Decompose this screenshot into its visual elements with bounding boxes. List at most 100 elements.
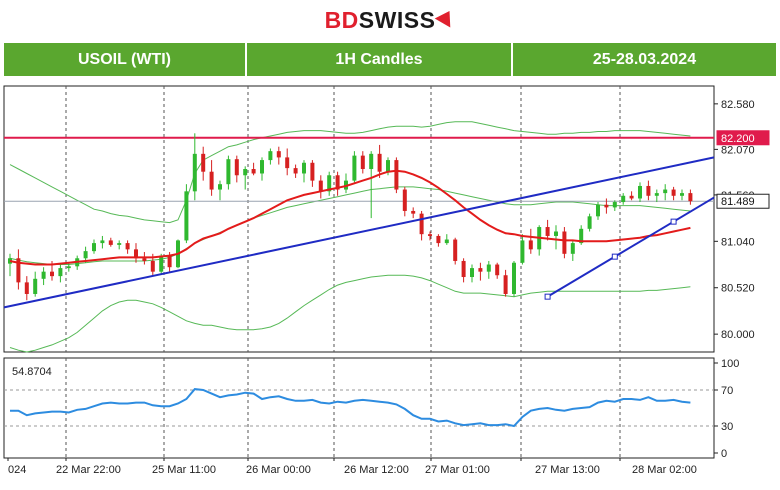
candle-bullish (596, 202, 600, 220)
candle-bearish (24, 276, 29, 301)
candle-bearish (234, 155, 239, 183)
candle-body (134, 249, 138, 259)
candle-bullish (587, 213, 592, 232)
candle-body (428, 234, 432, 236)
candle-body (503, 275, 508, 294)
candle-bullish (638, 182, 642, 203)
candle-bullish (92, 239, 96, 254)
candle-bearish (201, 146, 206, 181)
time-tick-label: 024 (8, 464, 26, 476)
candle-body (470, 268, 474, 278)
candle-bearish (503, 269, 508, 297)
candle-body (108, 240, 113, 245)
candle-body (360, 155, 365, 170)
candle-bearish (108, 237, 113, 247)
candle-body (218, 184, 222, 190)
candle-bullish (100, 235, 105, 249)
candle-bullish (352, 151, 357, 183)
timeframe-label: 1H Candles (247, 43, 511, 76)
candle-body (394, 160, 399, 190)
candle-body (184, 191, 189, 241)
candle-bearish (562, 227, 567, 259)
rsi-value-label: 54.8704 (12, 366, 52, 378)
candle-bearish (453, 237, 458, 265)
candle-body (268, 151, 273, 161)
candle-body (453, 239, 458, 261)
candle-body (117, 243, 122, 245)
candle-body (16, 258, 21, 283)
candle-bullish (184, 184, 189, 244)
candle-bullish (41, 267, 46, 286)
candle-bearish (293, 164, 298, 178)
candle-body (209, 171, 214, 190)
brand-mark-icon (435, 6, 458, 28)
candle-bearish (125, 240, 130, 254)
candle-bearish (646, 180, 651, 201)
candle-body (276, 151, 281, 158)
candle-bearish (318, 175, 323, 199)
candle-bearish (604, 198, 609, 214)
candle-body (671, 189, 676, 196)
candle-bullish (226, 155, 231, 190)
time-tick-label: 25 Mar 11:00 (152, 464, 216, 476)
candle-body (369, 153, 374, 170)
candle-body (50, 271, 54, 277)
candle-bullish (66, 262, 71, 272)
date-range-label: 25-28.03.2024 (513, 43, 776, 76)
candle-body (478, 268, 483, 272)
candle-body (159, 255, 164, 272)
candle-bearish (528, 228, 533, 254)
candle-body (621, 195, 626, 203)
candle-bullish (260, 157, 264, 181)
candle-body (495, 264, 500, 276)
candle-bearish (209, 160, 214, 196)
candle-bearish (251, 162, 256, 176)
resistance-price-label-box (716, 130, 770, 146)
rsi-tick-label: 100 (721, 358, 739, 370)
candle-bearish (16, 249, 21, 290)
brand-name-part2: SWISS (358, 6, 436, 33)
candle-body (142, 258, 147, 261)
upper-trendline (3, 156, 715, 309)
candle-body (41, 271, 46, 279)
candle-bullish (33, 271, 38, 297)
candle-bullish (302, 160, 306, 183)
candle-body (310, 162, 315, 181)
candle-body (646, 185, 651, 196)
candle-body (192, 153, 197, 192)
candle-bullish (8, 253, 12, 277)
candle-body (260, 160, 264, 174)
candle-body (419, 213, 424, 235)
candle-body (201, 153, 206, 172)
candle-body (167, 255, 172, 268)
candle-body (150, 260, 155, 272)
candle-bearish (688, 189, 693, 205)
candle-body (226, 159, 231, 185)
candle-body (377, 153, 382, 172)
candle-bullish (192, 133, 197, 201)
candle-bullish (621, 193, 626, 205)
candle-bearish (411, 207, 416, 219)
candle-body (285, 157, 290, 169)
candle-body (570, 243, 575, 254)
candle-bullish (612, 200, 617, 211)
candle-body (461, 260, 466, 278)
candle-body (587, 216, 592, 229)
moving-average-line (9, 169, 691, 266)
candle-body (486, 264, 491, 272)
candle-body (680, 193, 684, 196)
candle-body (92, 243, 96, 252)
candle-body (125, 243, 130, 250)
candle-bullish (512, 260, 516, 297)
candle-body (520, 240, 525, 263)
candle-bullish (117, 240, 122, 250)
time-tick-label: 27 Mar 13:00 (535, 464, 600, 476)
candle-bearish (310, 160, 315, 187)
candle-body (629, 195, 634, 199)
current-price-label-box (716, 193, 770, 209)
candle-bullish (520, 234, 525, 265)
candle-bullish (268, 148, 273, 165)
candle-body (293, 168, 298, 174)
time-tick-label: 26 Mar 12:00 (344, 464, 409, 476)
candle-bullish (654, 189, 659, 203)
